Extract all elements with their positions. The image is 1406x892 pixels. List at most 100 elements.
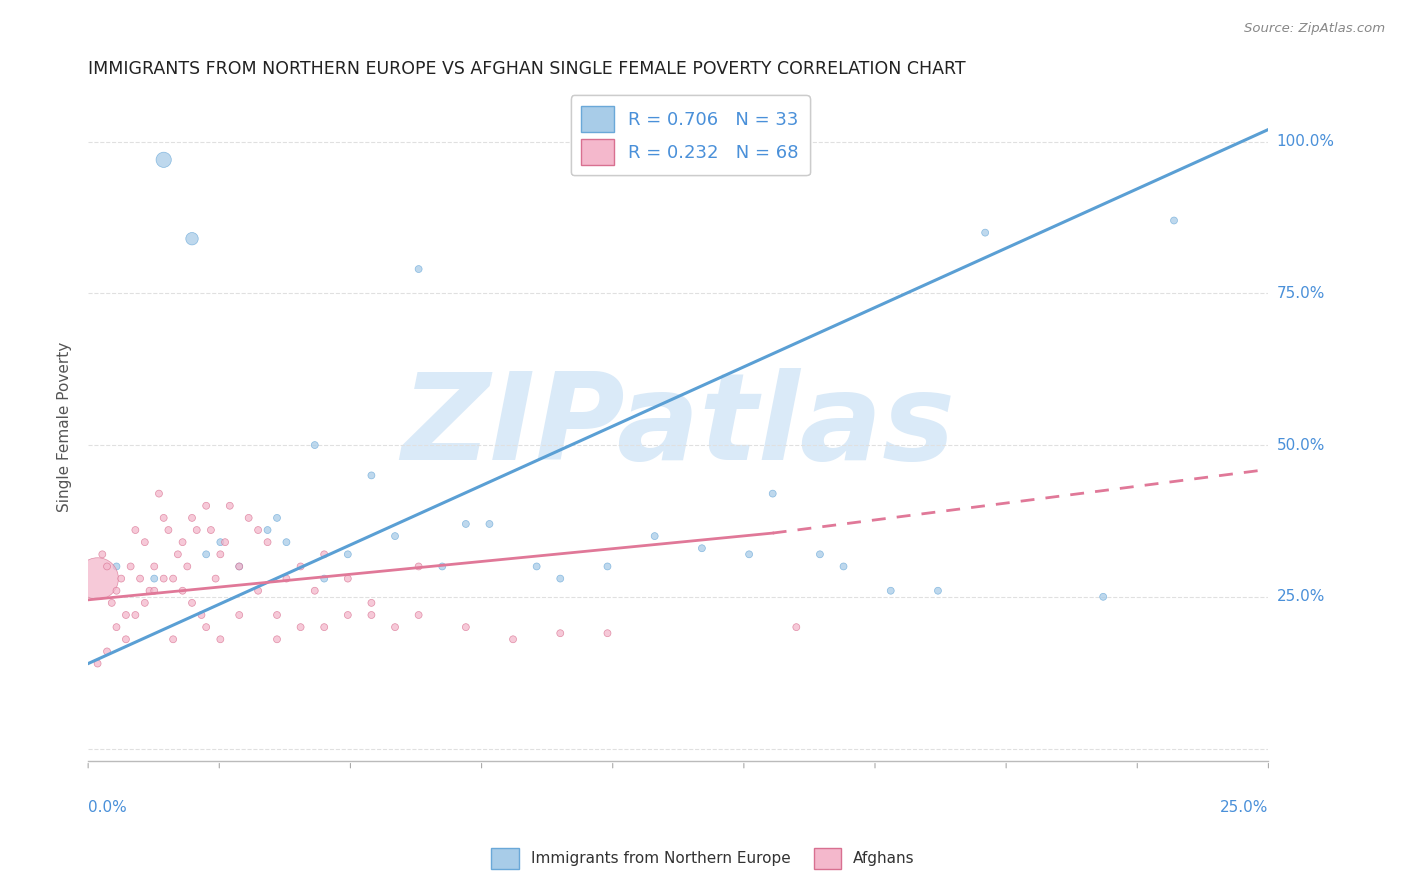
Point [432, 559, 454, 574]
Point [690, 541, 713, 556]
Point [120, 559, 142, 574]
Point [181, 596, 204, 610]
Point [408, 559, 430, 574]
Text: 100.0%: 100.0% [1277, 134, 1334, 149]
Point [384, 620, 406, 634]
Point [502, 632, 524, 647]
Legend: Immigrants from Northern Europe, Afghans: Immigrants from Northern Europe, Afghans [485, 841, 921, 875]
Point [408, 607, 430, 622]
Point [195, 547, 218, 561]
Point [209, 632, 232, 647]
Point [162, 572, 184, 586]
Text: 25.0%: 25.0% [1220, 799, 1268, 814]
Point [129, 572, 152, 586]
Point [247, 583, 270, 598]
Text: 75.0%: 75.0% [1277, 285, 1324, 301]
Point [384, 529, 406, 543]
Point [314, 547, 336, 561]
Point [228, 559, 250, 574]
Point [124, 523, 146, 537]
Point [200, 523, 222, 537]
Point [336, 607, 359, 622]
Point [478, 516, 501, 531]
Point [336, 547, 359, 561]
Point [96, 559, 118, 574]
Point [256, 535, 278, 549]
Point [304, 583, 326, 598]
Point [256, 523, 278, 537]
Point [172, 583, 194, 598]
Point [228, 559, 250, 574]
Point [214, 535, 236, 549]
Point [276, 535, 298, 549]
Point [186, 523, 208, 537]
Point [209, 547, 232, 561]
Point [1092, 590, 1115, 604]
Point [138, 583, 160, 598]
Point [762, 486, 785, 500]
Point [152, 153, 174, 167]
Text: 50.0%: 50.0% [1277, 438, 1324, 452]
Point [596, 626, 619, 640]
Point [124, 607, 146, 622]
Point [172, 535, 194, 549]
Point [228, 607, 250, 622]
Text: Source: ZipAtlas.com: Source: ZipAtlas.com [1244, 22, 1385, 36]
Point [247, 523, 270, 537]
Point [143, 559, 166, 574]
Point [314, 572, 336, 586]
Point [548, 626, 571, 640]
Point [360, 596, 382, 610]
Point [336, 572, 359, 586]
Point [454, 620, 477, 634]
Point [190, 607, 212, 622]
Point [209, 535, 232, 549]
Point [115, 632, 138, 647]
Point [218, 499, 240, 513]
Point [927, 583, 949, 598]
Point [526, 559, 548, 574]
Point [134, 535, 156, 549]
Point [974, 226, 997, 240]
Point [86, 657, 108, 671]
Point [276, 572, 298, 586]
Point [266, 632, 288, 647]
Point [134, 596, 156, 610]
Point [314, 620, 336, 634]
Point [360, 468, 382, 483]
Point [360, 607, 382, 622]
Point [738, 547, 761, 561]
Point [195, 620, 218, 634]
Point [785, 620, 807, 634]
Text: 25.0%: 25.0% [1277, 590, 1324, 604]
Point [1163, 213, 1185, 227]
Point [152, 572, 174, 586]
Point [105, 620, 128, 634]
Point [290, 620, 312, 634]
Point [808, 547, 831, 561]
Point [105, 583, 128, 598]
Point [195, 499, 218, 513]
Point [86, 572, 108, 586]
Point [176, 559, 198, 574]
Point [148, 486, 170, 500]
Point [143, 583, 166, 598]
Point [143, 572, 166, 586]
Point [454, 516, 477, 531]
Point [181, 232, 204, 246]
Point [91, 547, 114, 561]
Y-axis label: Single Female Poverty: Single Female Poverty [58, 342, 72, 512]
Legend: R = 0.706   N = 33, R = 0.232   N = 68: R = 0.706 N = 33, R = 0.232 N = 68 [571, 95, 810, 176]
Point [596, 559, 619, 574]
Point [162, 632, 184, 647]
Point [105, 559, 128, 574]
Point [266, 511, 288, 525]
Point [181, 511, 204, 525]
Point [408, 262, 430, 277]
Point [96, 644, 118, 658]
Text: ZIPatlas: ZIPatlas [401, 368, 955, 485]
Text: 0.0%: 0.0% [89, 799, 127, 814]
Point [100, 596, 122, 610]
Point [644, 529, 666, 543]
Point [832, 559, 855, 574]
